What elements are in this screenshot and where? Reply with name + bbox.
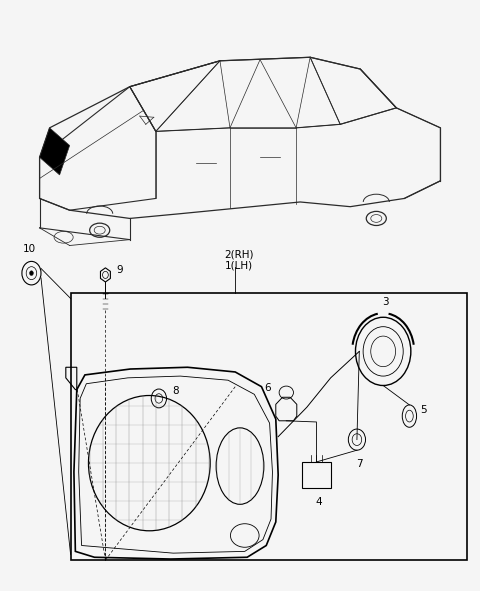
Text: 1(LH): 1(LH): [225, 261, 253, 271]
Text: 9: 9: [116, 265, 122, 275]
Text: 2(RH): 2(RH): [225, 249, 254, 259]
Circle shape: [30, 271, 34, 275]
Text: 8: 8: [172, 387, 179, 397]
Polygon shape: [39, 128, 70, 175]
Text: 10: 10: [23, 243, 36, 254]
Text: 3: 3: [382, 297, 389, 307]
Text: 6: 6: [264, 383, 271, 393]
Text: 4: 4: [315, 497, 322, 507]
Text: 5: 5: [420, 405, 427, 415]
Bar: [302, 462, 331, 488]
Bar: [71, 293, 467, 560]
Text: 7: 7: [356, 459, 362, 469]
